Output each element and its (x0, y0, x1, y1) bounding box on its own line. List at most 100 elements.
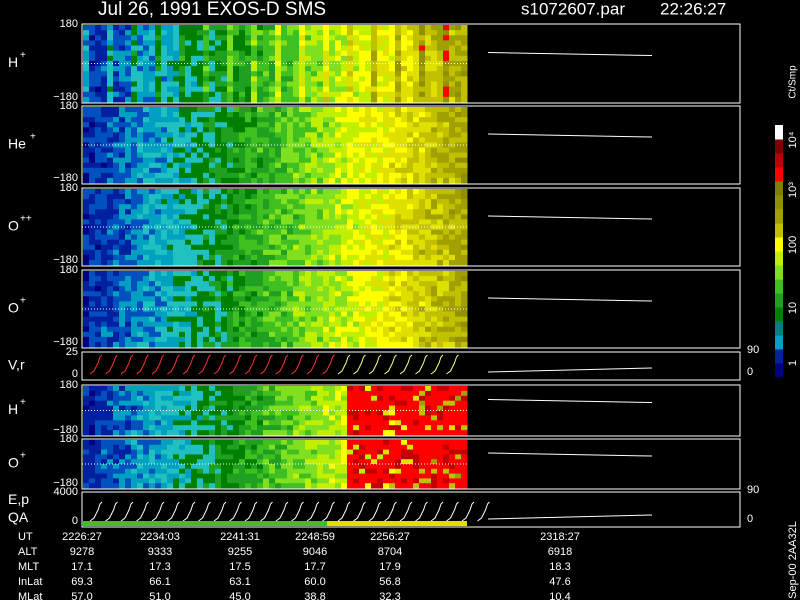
spectrogram-cell (161, 430, 168, 436)
spectrogram-cell (257, 234, 264, 241)
spectrogram-cell (293, 132, 300, 138)
spectrogram-cell (335, 147, 342, 154)
spectrogram-cell (119, 96, 126, 103)
spectrogram-cell (131, 296, 138, 302)
spectrogram-cell (293, 127, 300, 133)
spectrogram-cell (257, 454, 264, 460)
spectrogram-cell (83, 395, 90, 402)
spectrogram-cell (101, 244, 108, 251)
spectrogram-cell (227, 321, 234, 328)
spectrogram-cell (215, 71, 222, 77)
spectrogram-cell (323, 45, 330, 52)
spectrogram-cell (395, 167, 402, 174)
spectrogram-cell (131, 66, 138, 72)
spectrogram-cell (191, 91, 198, 98)
spectrogram-cell (311, 152, 318, 159)
spectrogram-cell (161, 152, 168, 159)
spectrogram-cell (335, 117, 342, 123)
spectrogram-cell (311, 301, 318, 307)
spectrogram-cell (293, 400, 300, 407)
spectrogram-cell (173, 306, 180, 313)
spectrogram-cell (353, 405, 360, 411)
spectrogram-cell (113, 199, 120, 205)
spectrogram-cell (413, 395, 420, 402)
spectrogram-cell (95, 405, 102, 411)
spectrogram-cell (221, 199, 228, 205)
spectrogram-cell (341, 341, 348, 348)
spectrogram-cell (413, 425, 420, 431)
spectrogram-cell (95, 142, 102, 149)
spectrogram-cell (263, 229, 270, 236)
spectrogram-cell (335, 296, 342, 302)
spectrogram-cell (347, 30, 354, 36)
spectrogram-cell (119, 254, 126, 261)
spectrogram-cell (443, 132, 450, 138)
spectrogram-cell (137, 321, 144, 328)
spectrogram-cell (161, 25, 168, 31)
spectrogram-cell (359, 430, 366, 436)
spectrogram-cell (395, 209, 402, 215)
spectrogram-cell (317, 214, 324, 220)
spectrogram-cell (83, 296, 90, 302)
spectrogram-cell (305, 71, 312, 77)
spectrogram-cell (119, 60, 126, 67)
spectrogram-cell (89, 194, 96, 200)
spectrogram-cell (263, 81, 270, 88)
spectrogram-cell (449, 81, 456, 88)
sweep (105, 354, 118, 375)
spectrogram-cell (245, 30, 252, 36)
spectrogram-cell (221, 81, 228, 88)
spectrogram-cell (389, 291, 396, 297)
spectrogram-cell (353, 204, 360, 210)
spectrogram-cell (251, 444, 258, 451)
spectrogram-cell (359, 81, 366, 88)
spectrogram-cell (185, 281, 192, 287)
spectrogram-cell (389, 189, 396, 195)
spectrogram-cell (395, 127, 402, 133)
spectrogram-cell (125, 71, 132, 77)
spectrogram-cell (299, 214, 306, 220)
spectrogram-cell (371, 214, 378, 220)
spectrogram-cell (83, 66, 90, 72)
spectrogram-cell (227, 249, 234, 256)
spectrogram-cell (131, 425, 138, 431)
spectrogram-cell (203, 311, 210, 318)
spectrogram-cell (275, 311, 282, 318)
y2-top-label: 90 (747, 344, 759, 356)
spectrogram-cell (251, 66, 258, 72)
spectrogram-cell (131, 199, 138, 205)
spectrogram-cell (383, 132, 390, 138)
spectrogram-cell (215, 271, 222, 277)
spectrogram-cell (419, 239, 426, 246)
spectrogram-cell (437, 167, 444, 174)
spectrogram-cell (353, 341, 360, 348)
spectrogram-cell (431, 96, 438, 103)
spectrogram-cell (101, 473, 108, 479)
spectrogram-cell (377, 142, 384, 149)
spectrogram-cell (107, 30, 114, 36)
spectrogram-cell (281, 249, 288, 256)
spectrogram-cell (329, 478, 336, 484)
spectrogram-cell (323, 301, 330, 307)
spectrogram-cell (401, 25, 408, 31)
spectrogram-cell (425, 112, 432, 118)
spectrogram-cell (185, 224, 192, 231)
spectrogram-cell (377, 306, 384, 313)
spectrogram-cell (293, 478, 300, 484)
spectrogram-cell (83, 326, 90, 333)
spectrogram-cell (413, 81, 420, 88)
spectrogram-cell (329, 137, 336, 143)
spectrogram-cell (293, 390, 300, 397)
spectrogram-cell (299, 430, 306, 436)
spectrogram-cell (119, 224, 126, 231)
spectrogram-cell (365, 25, 372, 31)
spectrogram-cell (407, 66, 414, 72)
spectrogram-cell (257, 117, 264, 123)
spectrogram-cell (323, 336, 330, 343)
spectrogram-cell (287, 167, 294, 174)
spectrogram-cell (215, 420, 222, 426)
spectrogram-cell (353, 137, 360, 143)
spectrogram-cell (125, 194, 132, 200)
spectrogram-cell (299, 440, 306, 446)
spectrogram-cell (449, 405, 456, 411)
